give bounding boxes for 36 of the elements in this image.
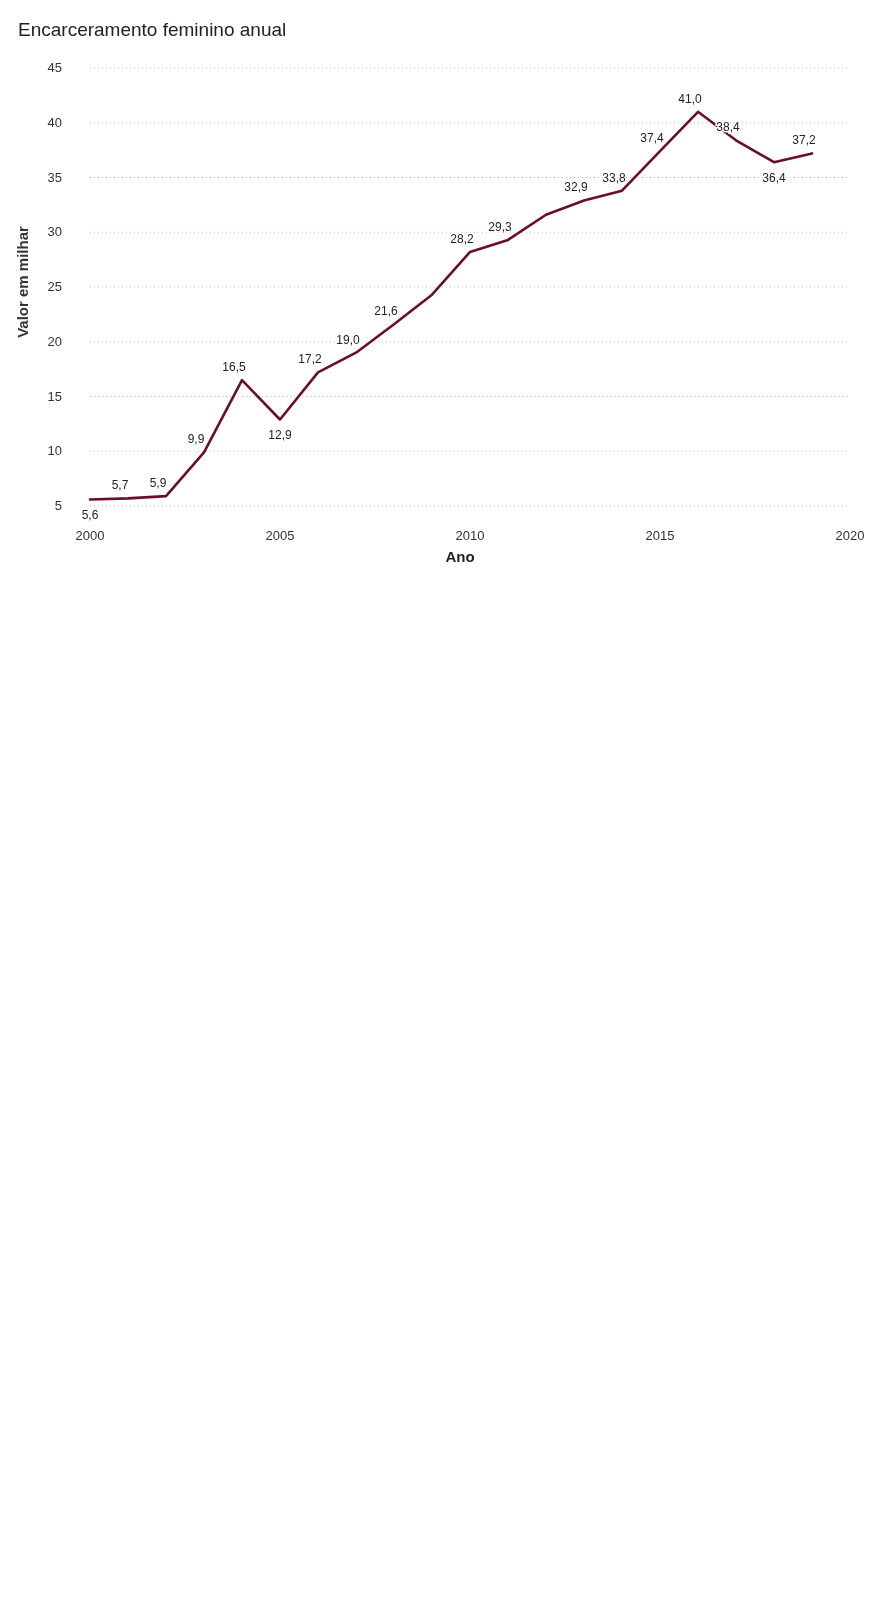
x-tick-label: 2005 — [265, 528, 295, 543]
y-axis-title: Valor em milhar — [14, 225, 31, 338]
data-label: 12,9 — [268, 428, 292, 443]
y-tick-label: 45 — [47, 60, 62, 75]
x-tick-label: 2000 — [75, 528, 105, 543]
data-label: 37,2 — [792, 133, 816, 148]
data-label: 5,9 — [149, 476, 167, 491]
x-tick-label: 2010 — [455, 528, 485, 543]
data-label: 9,9 — [187, 432, 205, 447]
y-tick-label: 10 — [47, 443, 62, 459]
data-label: 28,2 — [450, 231, 474, 246]
data-label: 19,0 — [336, 332, 360, 347]
y-tick-label: 35 — [47, 169, 62, 185]
data-label: 17,2 — [298, 352, 322, 367]
chart-title: Encarceramento feminino anual — [18, 19, 287, 40]
data-label: 5,7 — [111, 478, 129, 493]
data-label: 36,4 — [762, 171, 786, 186]
y-tick-label: 40 — [47, 114, 62, 130]
x-tick-label: 2020 — [835, 528, 865, 543]
y-tick-label: 15 — [47, 388, 62, 404]
y-tick-label: 20 — [47, 333, 62, 349]
data-label: 33,8 — [602, 170, 626, 185]
x-tick-label: 2015 — [645, 528, 675, 543]
data-label: 37,4 — [640, 131, 664, 146]
y-tick-label: 30 — [47, 224, 62, 240]
data-label: 21,6 — [374, 304, 398, 319]
y-tick-label: 25 — [47, 279, 62, 294]
data-label: 16,5 — [222, 360, 246, 375]
data-label: 38,4 — [716, 120, 740, 135]
data-label: 5,6 — [81, 508, 99, 523]
y-tick-label: 5 — [54, 498, 62, 513]
data-label: 32,9 — [564, 180, 588, 195]
x-axis-title: Ano — [445, 548, 475, 565]
line-series — [88, 110, 814, 501]
data-label: 41,0 — [678, 91, 702, 106]
data-label: 29,3 — [488, 219, 512, 234]
